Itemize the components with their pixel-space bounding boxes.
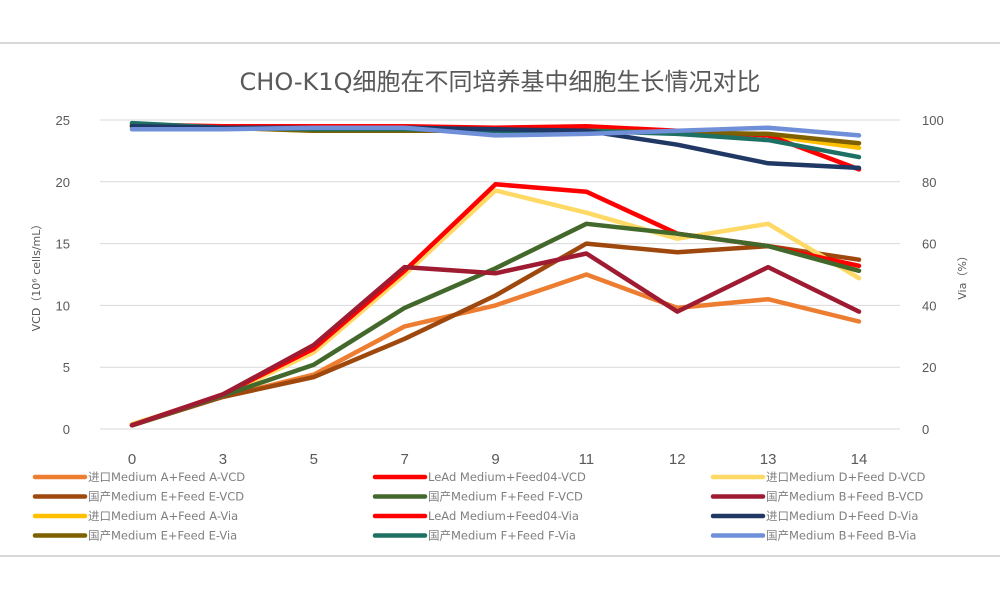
- y2-tick-label: 0: [922, 422, 929, 437]
- legend-item: 国产Medium F+Feed F-Via: [372, 529, 576, 543]
- legend-label: 进口Medium D+Feed D-VCD: [766, 470, 925, 484]
- legend-item: 进口Medium A+Feed A-Via: [32, 509, 238, 523]
- legend-label: 国产Medium B+Feed B-Via: [766, 529, 916, 543]
- y2-tick-label: 60: [922, 237, 936, 252]
- legend-item: 进口Medium A+Feed A-VCD: [32, 470, 245, 484]
- legend-item: 国产Medium E+Feed E-Via: [32, 529, 237, 543]
- y-tick-label: 0: [63, 422, 70, 437]
- legend-item: 进口Medium D+Feed D-Via: [710, 509, 918, 523]
- legend-item: LeAd Medium+Feed04-VCD: [372, 470, 586, 484]
- series-line-11: [129, 125, 862, 138]
- series-line-3: [129, 241, 862, 428]
- legend-item: LeAd Medium+Feed04-Via: [372, 509, 579, 523]
- chart-title: CHO-K1Q细胞在不同培养基中细胞生长情况对比: [240, 68, 761, 96]
- y-tick-label: 20: [56, 175, 70, 190]
- y2-axis-title: Via（%）: [956, 250, 969, 300]
- legend-item: 国产Medium B+Feed B-VCD: [710, 490, 924, 504]
- y2-tick-label: 100: [922, 113, 944, 128]
- y2-tick-label: 20: [922, 360, 936, 375]
- x-tick-label: 12: [669, 451, 686, 468]
- x-tick-label: 13: [760, 451, 777, 468]
- legend-label: 进口Medium D+Feed D-Via: [766, 509, 918, 523]
- bottom-divider: [0, 555, 1000, 557]
- series-line-4: [129, 221, 862, 428]
- x-tick-label: 9: [491, 451, 499, 468]
- legend-item: 国产Medium F+Feed F-VCD: [372, 490, 583, 504]
- legend-label: 进口Medium A+Feed A-Via: [88, 509, 238, 523]
- top-divider: [0, 42, 1000, 44]
- x-tick-label: 0: [128, 451, 136, 468]
- legend-label: 国产Medium F+Feed F-VCD: [428, 490, 583, 504]
- y2-axis-ticks: 0 20 40 60 80 100: [922, 113, 944, 437]
- x-tick-label: 14: [851, 451, 868, 468]
- series-lines: [129, 120, 862, 428]
- x-axis-ticks: 0 3 5 7 9 11 12 13 14: [128, 451, 868, 468]
- legend-item: 进口Medium D+Feed D-VCD: [710, 470, 925, 484]
- legend-label: 国产Medium B+Feed B-VCD: [766, 490, 924, 504]
- legend-label: 国产Medium E+Feed E-VCD: [88, 490, 244, 504]
- x-tick-label: 3: [219, 451, 227, 468]
- legend-item: 国产Medium B+Feed B-Via: [710, 529, 916, 543]
- legend-item: 国产Medium E+Feed E-VCD: [32, 490, 244, 504]
- y2-tick-label: 80: [922, 175, 936, 190]
- y-axis-title: VCD（10⁶ cells/mL）: [30, 219, 43, 332]
- y-tick-label: 5: [63, 360, 70, 375]
- y-tick-label: 15: [56, 237, 70, 252]
- legend-label: LeAd Medium+Feed04-VCD: [428, 470, 586, 484]
- legend-label: 国产Medium F+Feed F-Via: [428, 529, 576, 543]
- y-axis-ticks: 0 5 10 15 20 25: [56, 113, 70, 437]
- x-tick-label: 5: [310, 451, 318, 468]
- y-tick-label: 25: [56, 113, 70, 128]
- legend-label: LeAd Medium+Feed04-Via: [428, 509, 579, 523]
- legend: 进口Medium A+Feed A-VCD LeAd Medium+Feed04-…: [32, 470, 925, 543]
- legend-label: 国产Medium E+Feed E-Via: [88, 529, 237, 543]
- y2-tick-label: 40: [922, 298, 936, 313]
- y-tick-label: 10: [56, 298, 70, 313]
- x-tick-label: 7: [400, 451, 408, 468]
- x-tick-label: 11: [579, 451, 595, 468]
- series-line-5: [129, 251, 862, 428]
- legend-label: 进口Medium A+Feed A-VCD: [88, 470, 245, 484]
